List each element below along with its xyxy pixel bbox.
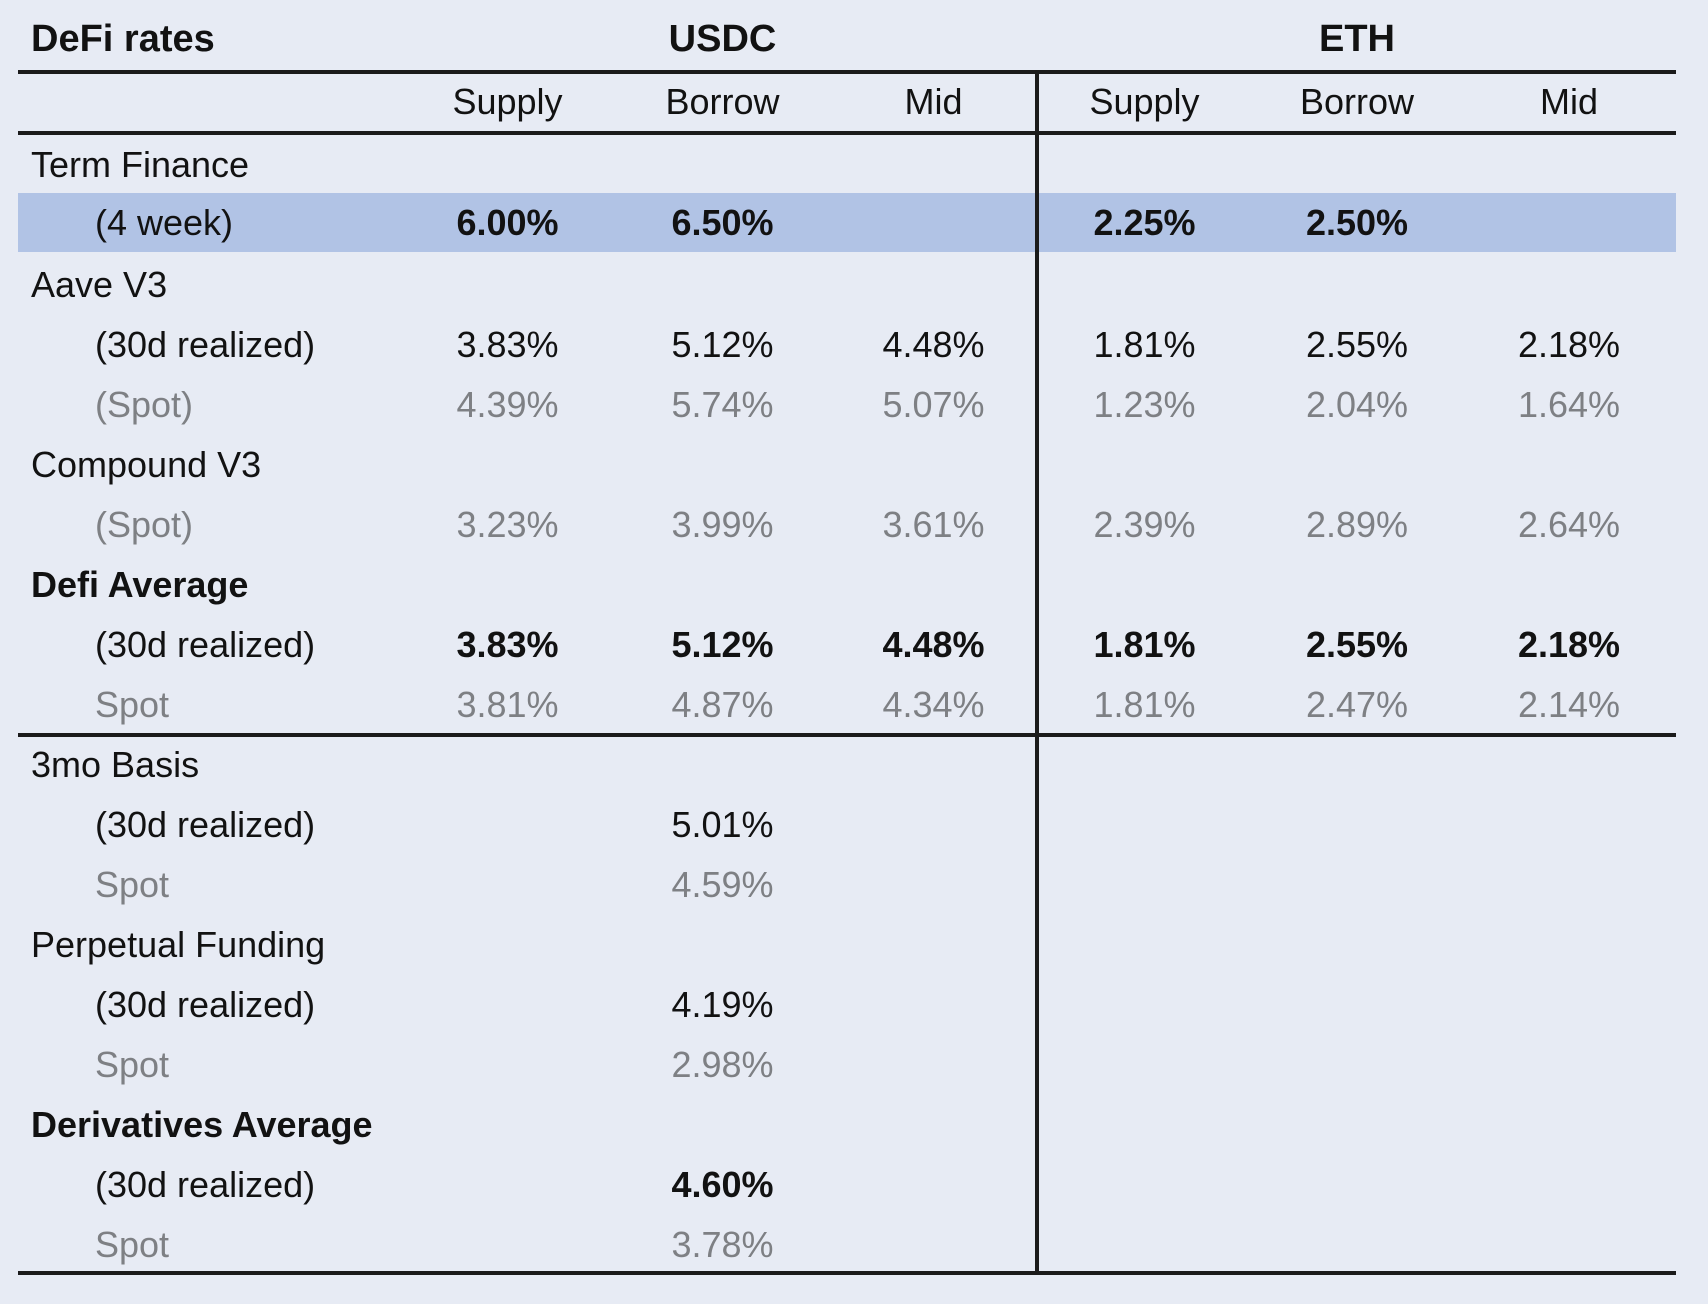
row-label: (30d realized): [95, 804, 316, 845]
row-3mo-basis: 3mo Basis: [18, 735, 1676, 795]
cell-eth-mid: 2.18%: [1517, 324, 1621, 365]
row-label: Spot: [95, 1224, 170, 1265]
row-term-finance: Term Finance: [18, 135, 1676, 195]
cell-eth-supply: 1.81%: [1093, 324, 1196, 365]
row-defi-average-spot: Spot 3.81% 4.87% 4.34% 1.81% 2.47% 2.14%: [18, 675, 1676, 735]
row-derivatives-average: Derivatives Average: [18, 1095, 1676, 1155]
row-aave-spot: (Spot) 4.39% 5.74% 5.07% 1.23% 2.04% 1.6…: [18, 375, 1676, 435]
cell-usdc-borrow: 4.87%: [671, 684, 774, 725]
row-derivatives-average-spot: Spot 3.78%: [18, 1215, 1676, 1275]
cell-usdc-borrow: 5.01%: [671, 804, 774, 845]
section-divider-rule: [18, 733, 1676, 737]
row-label: (30d realized): [95, 624, 316, 665]
row-label: Aave V3: [31, 264, 168, 305]
row-derivatives-average-30d-realized: (30d realized) 4.60%: [18, 1155, 1676, 1215]
cell-usdc-supply: 3.83%: [456, 324, 559, 365]
row-aave-30d-realized: (30d realized) 3.83% 5.12% 4.48% 1.81% 2…: [18, 315, 1676, 375]
row-label: Term Finance: [31, 144, 250, 185]
row-label: Compound V3: [31, 444, 262, 485]
row-label: (Spot): [95, 504, 194, 545]
table-bottom-rule: [18, 1271, 1676, 1275]
col-header-usdc-supply: Supply: [452, 81, 563, 122]
row-term-finance-4-week: (4 week) 6.00% 6.50% 2.25% 2.50%: [18, 193, 1676, 252]
cell-usdc-borrow: 5.12%: [671, 324, 774, 365]
row-perpetual-funding-spot: Spot 2.98%: [18, 1035, 1676, 1095]
cell-usdc-borrow: 4.19%: [671, 984, 774, 1025]
cell-eth-supply: 1.23%: [1093, 384, 1196, 425]
usdc-eth-divider-line: [1035, 70, 1039, 1275]
cell-eth-borrow: 2.55%: [1305, 324, 1409, 365]
column-header-row: Supply Borrow Mid Supply Borrow Mid: [18, 74, 1676, 130]
table-title-row: DeFi rates USDC ETH: [18, 8, 1676, 70]
row-perpetual-funding-30d-realized: (30d realized) 4.19%: [18, 975, 1676, 1035]
usdc-group-header: USDC: [668, 17, 777, 60]
row-label: Spot: [95, 864, 170, 905]
cell-usdc-borrow: 3.78%: [671, 1224, 774, 1265]
cell-eth-supply: 2.25%: [1093, 201, 1196, 243]
cell-eth-mid: 2.64%: [1517, 504, 1621, 545]
row-label: Perpetual Funding: [31, 924, 326, 965]
cell-usdc-borrow: 2.98%: [671, 1044, 774, 1085]
row-label: (4 week): [95, 201, 234, 243]
row-compound-v3: Compound V3: [18, 435, 1676, 495]
row-label: (30d realized): [95, 324, 316, 365]
col-header-usdc-mid: Mid: [904, 81, 963, 122]
cell-usdc-borrow: 4.59%: [671, 864, 774, 905]
cell-usdc-supply: 4.39%: [456, 384, 559, 425]
cell-eth-supply: 1.81%: [1093, 684, 1196, 725]
row-3mo-basis-spot: Spot 4.59%: [18, 855, 1676, 915]
row-defi-average-30d-realized: (30d realized) 3.83% 5.12% 4.48% 1.81% 2…: [18, 615, 1676, 675]
cell-eth-borrow: 2.89%: [1305, 504, 1409, 545]
cell-usdc-borrow: 6.50%: [671, 201, 774, 243]
cell-usdc-mid: 3.61%: [882, 504, 985, 545]
cell-usdc-supply: 6.00%: [456, 201, 559, 243]
cell-eth-borrow: 2.47%: [1305, 684, 1409, 725]
eth-group-header: ETH: [1319, 17, 1395, 60]
cell-usdc-supply: 3.23%: [456, 504, 559, 545]
cell-eth-supply: 1.81%: [1093, 624, 1196, 665]
row-aave-v3: Aave V3: [18, 255, 1676, 315]
cell-usdc-mid: 4.48%: [882, 324, 985, 365]
row-label: Defi Average: [31, 564, 249, 605]
cell-usdc-borrow: 5.74%: [671, 384, 774, 425]
cell-usdc-mid: 4.48%: [882, 624, 985, 665]
row-3mo-basis-30d-realized: (30d realized) 5.01%: [18, 795, 1676, 855]
row-compound-spot: (Spot) 3.23% 3.99% 3.61% 2.39% 2.89% 2.6…: [18, 495, 1676, 555]
row-label: 3mo Basis: [31, 744, 200, 785]
cell-usdc-borrow: 5.12%: [671, 624, 774, 665]
page-title: DeFi rates: [31, 17, 215, 60]
cell-eth-mid: 1.64%: [1517, 384, 1621, 425]
col-header-eth-borrow: Borrow: [1299, 81, 1415, 122]
cell-usdc-borrow: 4.60%: [671, 1164, 774, 1205]
row-label: Spot: [95, 684, 170, 725]
row-perpetual-funding: Perpetual Funding: [18, 915, 1676, 975]
row-label: Derivatives Average: [31, 1104, 373, 1145]
cell-eth-mid: 2.14%: [1517, 684, 1621, 725]
cell-usdc-mid: 4.34%: [882, 684, 985, 725]
col-header-eth-mid: Mid: [1539, 81, 1598, 122]
row-defi-average: Defi Average: [18, 555, 1676, 615]
cell-eth-borrow: 2.50%: [1305, 201, 1409, 243]
header-rule-bottom: [18, 131, 1676, 135]
row-label: (30d realized): [95, 1164, 316, 1205]
cell-eth-supply: 2.39%: [1093, 504, 1196, 545]
cell-usdc-supply: 3.81%: [456, 684, 559, 725]
row-label: (Spot): [95, 384, 194, 425]
header-rule-top: [18, 70, 1676, 74]
cell-eth-borrow: 2.04%: [1305, 384, 1409, 425]
cell-eth-borrow: 2.55%: [1305, 624, 1409, 665]
cell-eth-mid: 2.18%: [1517, 624, 1621, 665]
cell-usdc-borrow: 3.99%: [671, 504, 774, 545]
col-header-eth-supply: Supply: [1089, 81, 1200, 122]
row-label: Spot: [95, 1044, 170, 1085]
cell-usdc-mid: 5.07%: [882, 384, 985, 425]
col-header-usdc-borrow: Borrow: [665, 81, 780, 122]
row-label: (30d realized): [95, 984, 316, 1025]
cell-usdc-supply: 3.83%: [456, 624, 559, 665]
